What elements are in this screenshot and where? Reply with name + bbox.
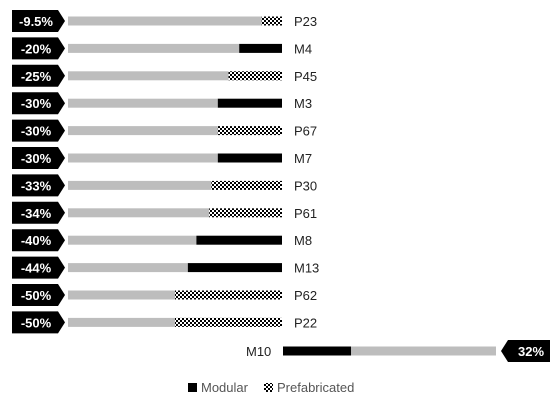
bar-row-m3: M3 -30% [12,92,312,115]
pct-badge-p45: -25% [12,64,65,87]
baseline-bar-p62 [68,290,175,300]
bar-row-p22: P22 -50% [12,311,317,334]
pct-badge-m8-text: -40% [21,233,52,248]
legend-label-prefabricated: Prefabricated [277,380,354,395]
row-label-p30: P30 [294,178,317,193]
pct-badge-m3-shape [12,92,65,115]
baseline-bar-m13 [68,263,188,273]
change-bar-m13 [187,263,282,273]
change-bar-m4 [239,43,282,53]
pct-badge-m8: -40% [12,229,65,252]
row-label-m10: M10 [246,344,271,359]
baseline-bar-p67 [68,126,218,136]
row-label-p67: P67 [294,124,317,139]
bar-row-p62: P62 -50% [12,284,317,306]
baseline-bar-m4 [68,43,240,53]
baseline-bar-m3 [68,98,218,108]
pct-badge-p62: -50% [12,284,65,306]
pct-badge-m8-shape [12,229,65,252]
pct-badge-p61: -34% [12,201,65,224]
bar-row-m13: M13 -44% [12,256,319,279]
pct-badge-p23-shape [12,10,65,32]
row-label-m8: M8 [294,233,312,248]
pct-badge-m10-text: 32% [518,344,544,359]
bar-row-m8: M8 -40% [12,229,312,252]
pct-badge-p22-text: -50% [21,315,52,330]
pct-badge-m7: -30% [12,147,65,169]
bar-rows: P23 -9.5% M4 -20% P45 -25% M3 -30% P67 -30% M7 -30%… [12,10,550,362]
row-label-m3: M3 [294,96,312,111]
pct-badge-m4-text: -20% [21,41,52,56]
baseline-bar-p22 [68,317,175,327]
bar-row-p45: P45 -25% [12,64,317,87]
pct-badge-p62-text: -50% [21,288,52,303]
change-bar-m10 [283,346,352,356]
pct-badge-m13-text: -44% [21,261,52,276]
pct-badge-m10-shape [501,340,550,362]
pct-badge-p67-shape [12,119,65,142]
pct-badge-p22: -50% [12,311,65,334]
bar-row-p61: P61 -34% [12,201,317,224]
baseline-bar-m10 [351,346,496,356]
pct-badge-m3: -30% [12,92,65,115]
row-label-p23: P23 [294,14,317,29]
bar-row-m4: M4 -20% [12,37,312,60]
change-bar-p67 [217,126,282,136]
pct-badge-m7-shape [12,147,65,169]
change-bar-p45 [228,71,282,81]
pct-badge-m13-shape [12,256,65,279]
row-label-p45: P45 [294,69,317,84]
pct-badge-p45-text: -25% [21,69,52,84]
change-bar-p62 [175,290,282,300]
bar-row-m10: M10 32% [246,340,550,362]
pct-badge-m10: 32% [501,340,550,362]
pct-badge-p23: -9.5% [12,10,65,32]
legend-swatch-prefabricated [264,383,273,392]
baseline-bar-p61 [68,208,210,218]
bar-row-p23: P23 -9.5% [12,10,317,32]
baseline-bar-m8 [68,235,197,245]
change-bar-p61 [209,208,282,218]
pct-badge-m3-text: -30% [21,96,52,111]
pct-badge-p61-text: -34% [21,206,52,221]
legend-label-modular: Modular [201,380,249,395]
legend: Modular Prefabricated [188,380,354,395]
baseline-bar-p23 [68,16,262,26]
pct-badge-p30-shape [12,174,65,197]
row-label-p22: P22 [294,315,317,330]
pct-badge-p30: -33% [12,174,65,197]
change-bar-p23 [261,16,282,26]
bar-row-p30: P30 -33% [12,174,317,197]
row-label-m4: M4 [294,41,312,56]
baseline-bar-m7 [68,153,218,163]
change-bar-p30 [211,180,282,190]
pct-badge-p67: -30% [12,119,65,142]
row-label-m13: M13 [294,261,319,276]
pct-badge-p22-shape [12,311,65,334]
legend-swatch-modular [188,383,197,392]
change-bar-m7 [217,153,282,163]
pct-badge-m4-shape [12,37,65,60]
change-bar-m3 [217,98,282,108]
pct-badge-p23-text: -9.5% [19,14,53,29]
pct-badge-m4: -20% [12,37,65,60]
change-bar-m8 [196,235,282,245]
pct-badge-p62-shape [12,284,65,306]
baseline-bar-p30 [68,180,212,190]
bar-row-m7: M7 -30% [12,147,312,169]
pct-badge-m13: -44% [12,256,65,279]
pct-badge-p61-shape [12,201,65,224]
pct-badge-p45-shape [12,64,65,87]
row-label-m7: M7 [294,151,312,166]
pct-badge-p67-text: -30% [21,124,52,139]
pct-badge-m7-text: -30% [21,151,52,166]
change-bar-p22 [175,317,282,327]
row-label-p61: P61 [294,206,317,221]
baseline-bar-p45 [68,71,229,81]
pct-badge-p30-text: -33% [21,178,52,193]
row-label-p62: P62 [294,288,317,303]
bar-row-p67: P67 -30% [12,119,317,142]
